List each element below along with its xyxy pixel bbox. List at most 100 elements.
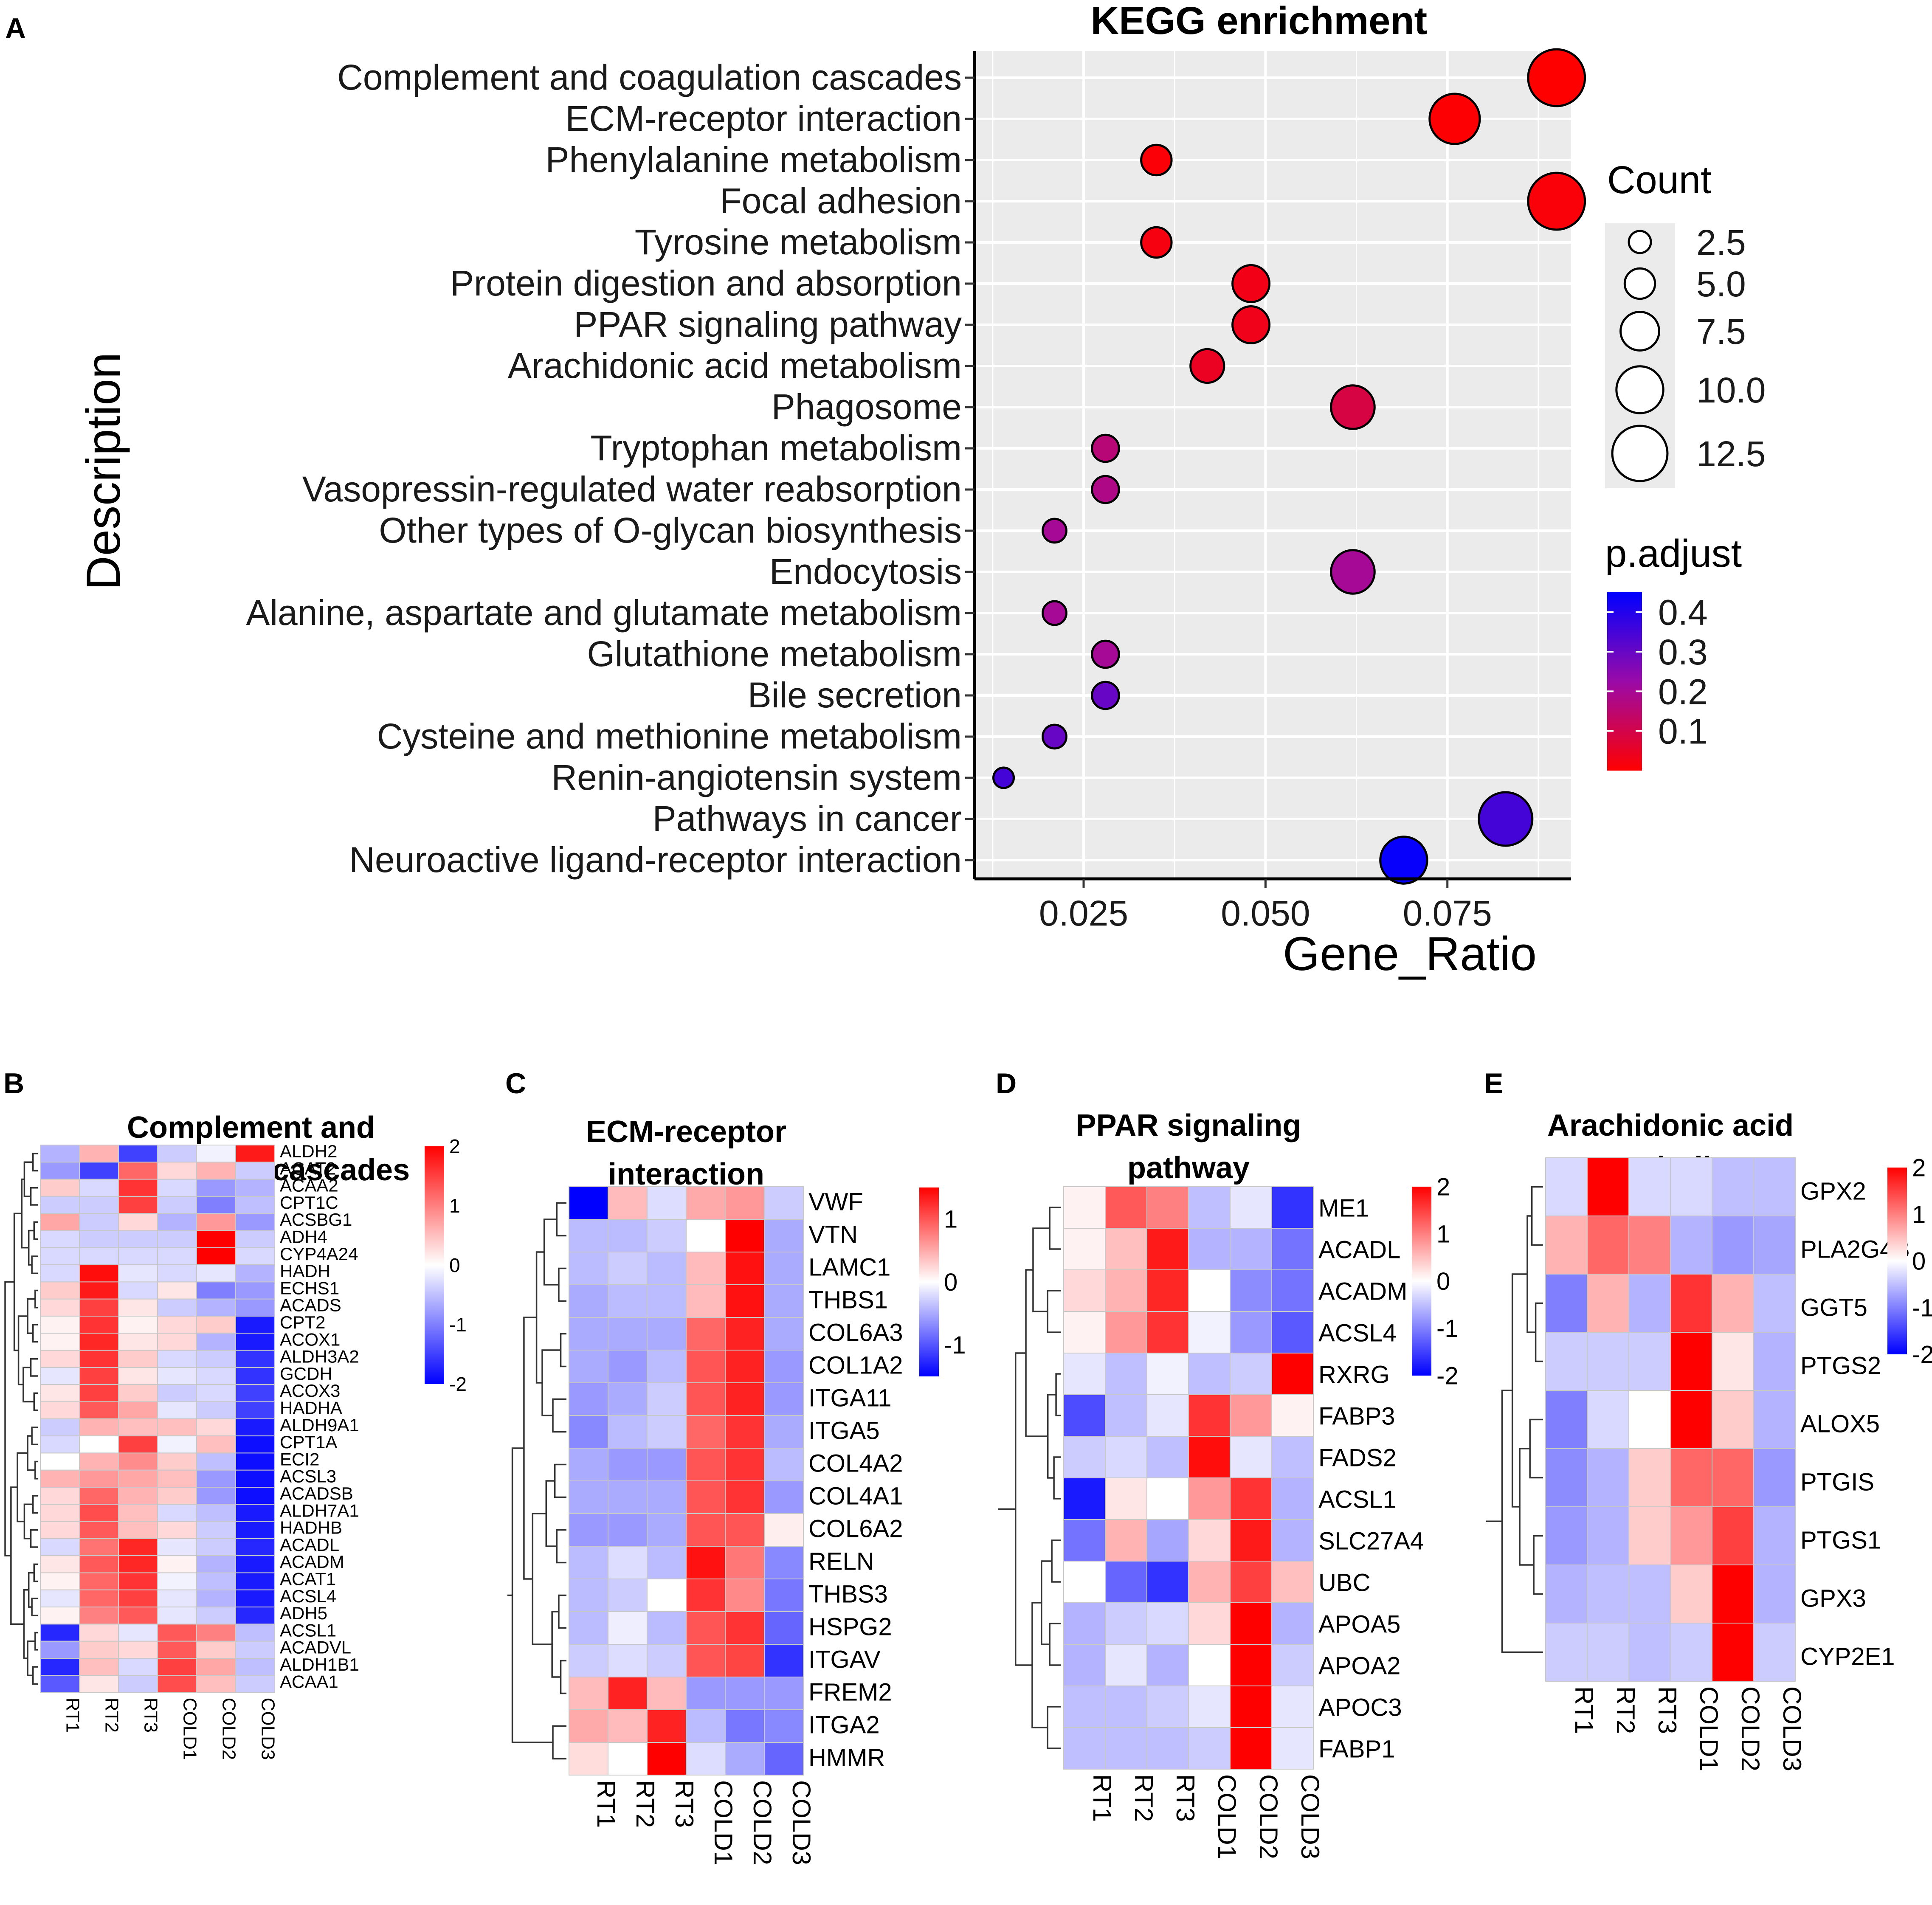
heatmap-cell: [608, 1219, 648, 1252]
dendrogram-branch: [560, 1333, 566, 1368]
colorbar-label: 1: [944, 1205, 958, 1233]
heatmap-cell: [1105, 1561, 1147, 1603]
heatmap-cell: [196, 1589, 236, 1608]
heatmap-cell: [1628, 1332, 1671, 1391]
y-tick-label: PPAR signaling pathway: [574, 304, 962, 344]
count-legend-label: 2.5: [1696, 222, 1746, 262]
heatmap-cell: [79, 1418, 119, 1437]
heatmap-cell: [1628, 1623, 1671, 1682]
colorbar-label: -2: [449, 1373, 467, 1395]
heatmap-cell: [608, 1284, 648, 1318]
heatmap-cell: [196, 1555, 236, 1573]
column-label: COLD1: [1213, 1774, 1241, 1859]
row-label: ADH5: [280, 1603, 327, 1623]
point: [1091, 475, 1120, 504]
colorbar-label: 1: [1912, 1201, 1926, 1228]
row-label: ACADL: [280, 1535, 339, 1555]
heatmap-cell: [1628, 1506, 1671, 1565]
row-label: RELN: [808, 1548, 874, 1575]
heatmap-cell: [1188, 1394, 1231, 1437]
heatmap-cell: [1670, 1506, 1712, 1565]
heatmap-cell: [1670, 1623, 1712, 1682]
dendrogram-branch: [34, 1632, 38, 1651]
dendrogram-branch: [30, 1358, 38, 1377]
heatmap-cell: [1105, 1269, 1147, 1312]
dendrogram-branch: [34, 1289, 38, 1308]
count-legend-label: 5.0: [1696, 264, 1746, 304]
heatmap-cell: [1670, 1216, 1712, 1275]
heatmap-cell: [608, 1579, 648, 1612]
colorbar-label: 0: [1436, 1268, 1450, 1295]
heatmap-cell: [40, 1418, 80, 1437]
dendrogram-branch: [556, 1529, 566, 1564]
heatmap-cell: [1753, 1390, 1796, 1449]
y-tick-label: Other types of O-glycan biosynthesis: [379, 510, 962, 550]
heatmap-cell: [1587, 1448, 1629, 1507]
heatmap-cell: [1146, 1686, 1189, 1728]
dendrogram-branch: [532, 1513, 552, 1645]
heatmap-cell: [1188, 1311, 1231, 1353]
heatmap-cell: [1188, 1186, 1231, 1229]
heatmap-cell: [725, 1350, 765, 1383]
row-label: RXRG: [1318, 1361, 1390, 1389]
row-label: APOA5: [1318, 1611, 1400, 1638]
heatmap-cell: [725, 1513, 765, 1547]
heatmap-cell: [40, 1640, 80, 1659]
heatmap-cell: [1146, 1727, 1189, 1770]
heatmap-cell: [1188, 1353, 1231, 1395]
heatmap-cell: [608, 1513, 648, 1547]
heatmap-cell: [196, 1196, 236, 1214]
heatmap-cell: [569, 1546, 608, 1579]
point: [1042, 518, 1067, 544]
colorbar-label: 1: [449, 1195, 460, 1217]
heatmap-cell: [118, 1521, 158, 1539]
row-label: COL6A2: [808, 1515, 903, 1542]
heatmap-cell: [725, 1644, 765, 1677]
colorbar-label: -2: [1436, 1362, 1459, 1390]
heatmap-cell: [196, 1179, 236, 1197]
dendrogram-branch: [560, 1660, 566, 1694]
heatmap-cell: [157, 1418, 197, 1437]
heatmap-cell: [196, 1384, 236, 1402]
heatmap-cell: [1188, 1228, 1231, 1270]
heatmap-cell: [118, 1350, 158, 1368]
column-label: COLD1: [709, 1780, 738, 1865]
heatmap-cell: [1753, 1157, 1796, 1216]
row-label: CPT2: [280, 1312, 325, 1332]
heatmap-cell: [1545, 1216, 1588, 1275]
heatmap-cell: [157, 1281, 197, 1300]
point: [1189, 348, 1225, 384]
colorbar-label: 2: [449, 1135, 460, 1157]
heatmap-cell: [196, 1418, 236, 1437]
heatmap-cell: [1712, 1448, 1754, 1507]
heatmap-ppar: D PPAR signaling pathway ME1 ACADL ACADM ACSL…: [996, 1067, 1459, 1859]
padjust-legend: p.adjust 0.40.30.20.1: [1605, 532, 1742, 771]
heatmap-cell: [40, 1401, 80, 1419]
count-legend-label: 12.5: [1696, 434, 1766, 474]
heatmap-cell: [1712, 1390, 1754, 1449]
heatmap-cell: [157, 1247, 197, 1266]
heatmap-cell: [157, 1624, 197, 1642]
heatmap-cell: [196, 1247, 236, 1266]
dendrogram-branch: [21, 1178, 29, 1249]
colorbar-label: 0.4: [1658, 593, 1708, 633]
heatmap-title: pathway: [1127, 1151, 1250, 1185]
heatmap-cell: [1712, 1506, 1754, 1565]
row-label: ADH4: [280, 1227, 327, 1247]
heatmap-cell: [118, 1504, 158, 1522]
point: [992, 766, 1015, 789]
heatmap-cell: [1063, 1394, 1106, 1437]
heatmap-cell: [1105, 1394, 1147, 1437]
heatmap-cell: [1188, 1561, 1231, 1603]
heatmap-cell: [235, 1350, 275, 1368]
heatmap-cell: [1670, 1157, 1712, 1216]
heatmap-cell: [40, 1367, 80, 1385]
heatmap-cell: [235, 1247, 275, 1266]
dendrogram-branch: [558, 1267, 566, 1302]
panel-label-c: C: [505, 1067, 526, 1100]
heatmap-cell: [196, 1521, 236, 1539]
heatmap-cell: [118, 1675, 158, 1693]
heatmap-cell: [235, 1230, 275, 1248]
column-label: RT2: [1129, 1774, 1158, 1822]
heatmap-cell: [1146, 1644, 1189, 1686]
